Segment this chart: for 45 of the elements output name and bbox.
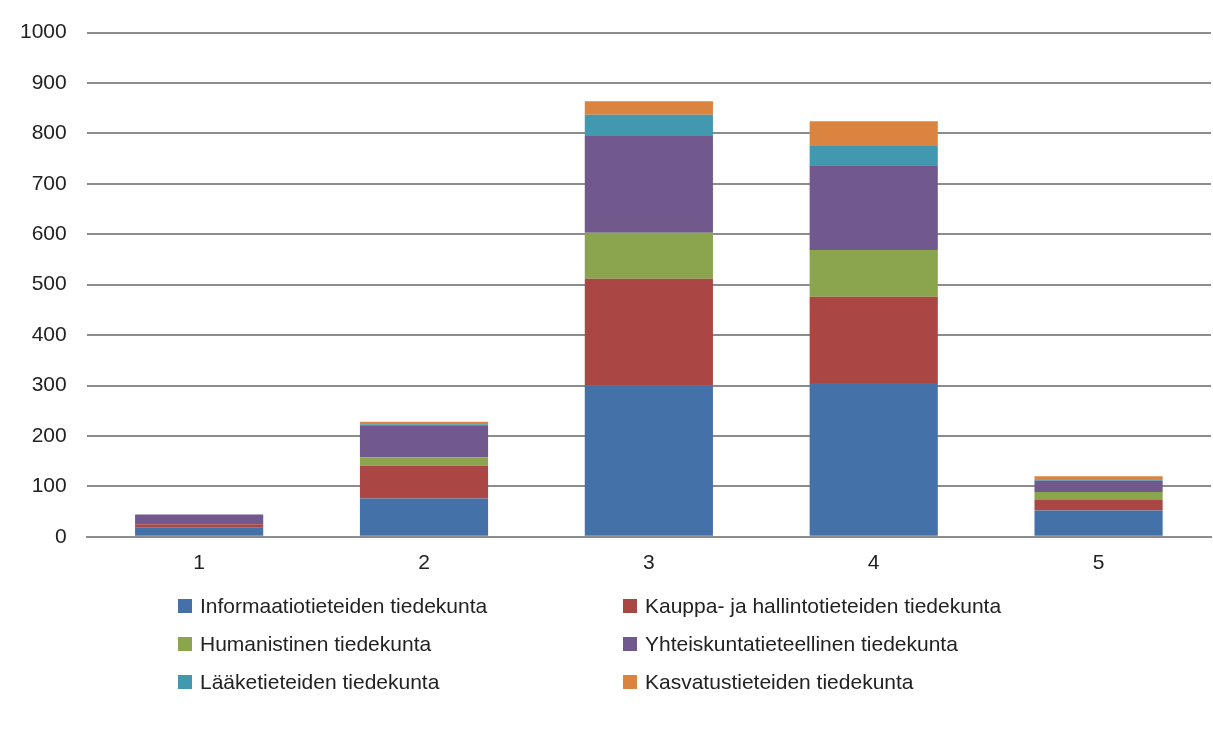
- bar: [135, 527, 264, 536]
- bar: [359, 457, 489, 466]
- bar: [1034, 491, 1163, 500]
- bar: [584, 114, 713, 136]
- bar: [584, 232, 713, 279]
- y-tick-label: 0: [55, 523, 67, 547]
- y-tick-label: 600: [31, 221, 67, 245]
- y-tick-label: 100: [31, 473, 67, 497]
- y-tick-label: 1000: [20, 19, 67, 43]
- bar: [809, 296, 938, 384]
- bar: [135, 514, 264, 525]
- bar: [1034, 499, 1163, 511]
- bar: [135, 524, 264, 528]
- bar: [359, 425, 489, 458]
- y-tick-label: 400: [31, 321, 67, 345]
- bar: [809, 383, 938, 536]
- bar: [809, 249, 938, 297]
- bar: [584, 385, 713, 536]
- legend-label: Lääketieteiden tiedekunta: [200, 670, 440, 694]
- bar: [1034, 480, 1163, 492]
- bar: [359, 465, 489, 499]
- x-tick-label: 3: [643, 550, 655, 574]
- y-tick-label: 700: [31, 170, 67, 194]
- bar: [809, 121, 938, 147]
- x-tick-label: 2: [418, 550, 430, 574]
- y-tick-label: 900: [31, 69, 67, 93]
- y-tick-label: 200: [31, 422, 67, 446]
- x-tick-label: 5: [1092, 550, 1105, 574]
- bar: [584, 135, 713, 233]
- bar: [809, 165, 938, 250]
- legend-label: Yhteiskuntatieteellinen tiedekunta: [645, 632, 958, 656]
- legend-label: Informaatiotieteiden tiedekunta: [200, 594, 488, 618]
- y-tick-label: 800: [31, 120, 67, 144]
- bar: [809, 146, 938, 166]
- y-tick-label: 300: [31, 372, 67, 396]
- x-tick-label: 1: [193, 550, 205, 574]
- legend-label: Humanistinen tiedekunta: [200, 632, 432, 656]
- y-tick-label: 500: [31, 271, 67, 295]
- legend-label: Kauppa- ja hallintotieteiden tiedekunta: [645, 594, 1002, 618]
- bar: [584, 278, 713, 386]
- bar: [584, 101, 713, 115]
- bar: [359, 498, 489, 536]
- bar: [1034, 510, 1163, 536]
- legend-label: Kasvatustieteiden tiedekunta: [645, 670, 914, 694]
- x-tick-label: 4: [867, 550, 880, 574]
